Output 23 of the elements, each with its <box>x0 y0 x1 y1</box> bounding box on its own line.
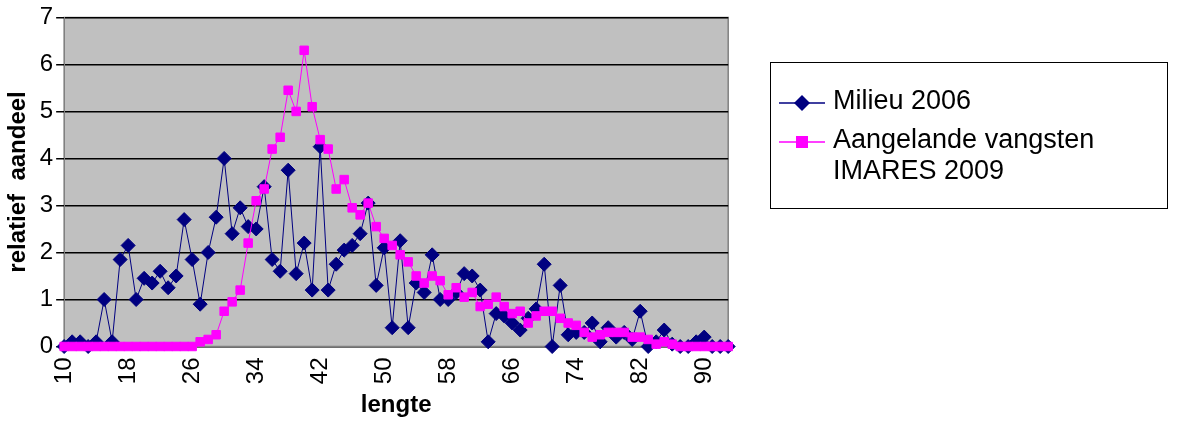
x-tick-label: 74 <box>560 357 588 385</box>
y-tick-label: 2 <box>39 237 54 265</box>
x-tick-label: 66 <box>496 357 524 385</box>
x-tick-label: 26 <box>176 357 204 385</box>
y-tick-label: 5 <box>39 96 54 124</box>
y-tick-label: 7 <box>39 2 54 30</box>
x-tick-label: 42 <box>304 357 332 385</box>
legend-label: Milieu 2006 <box>833 85 972 116</box>
x-tick-label: 18 <box>112 357 140 385</box>
x-tick-label: 50 <box>368 357 396 385</box>
x-tick-label: 10 <box>48 357 76 385</box>
y-tick-label: 6 <box>39 49 54 77</box>
x-tick-label: 34 <box>240 357 268 385</box>
y-tick-label: 0 <box>39 331 54 359</box>
y-axis-title: relatief aandeel <box>3 91 31 273</box>
legend-label: Aangelande vangsten IMARES 2009 <box>833 124 1096 186</box>
x-tick-label: 90 <box>688 357 716 385</box>
y-tick-label: 3 <box>39 190 54 218</box>
x-axis-title: lengte <box>360 390 432 418</box>
x-tick-label: 82 <box>624 357 652 385</box>
x-tick-label: 58 <box>432 357 460 385</box>
y-tick-label: 1 <box>39 284 54 312</box>
y-tick-label: 4 <box>39 143 54 171</box>
